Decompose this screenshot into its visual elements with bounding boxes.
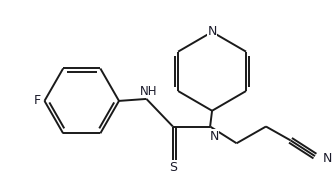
Text: N: N bbox=[209, 130, 219, 143]
Text: NH: NH bbox=[140, 84, 157, 98]
Text: N: N bbox=[323, 152, 332, 165]
Text: F: F bbox=[34, 94, 41, 107]
Text: S: S bbox=[169, 161, 177, 174]
Text: N: N bbox=[207, 26, 217, 38]
